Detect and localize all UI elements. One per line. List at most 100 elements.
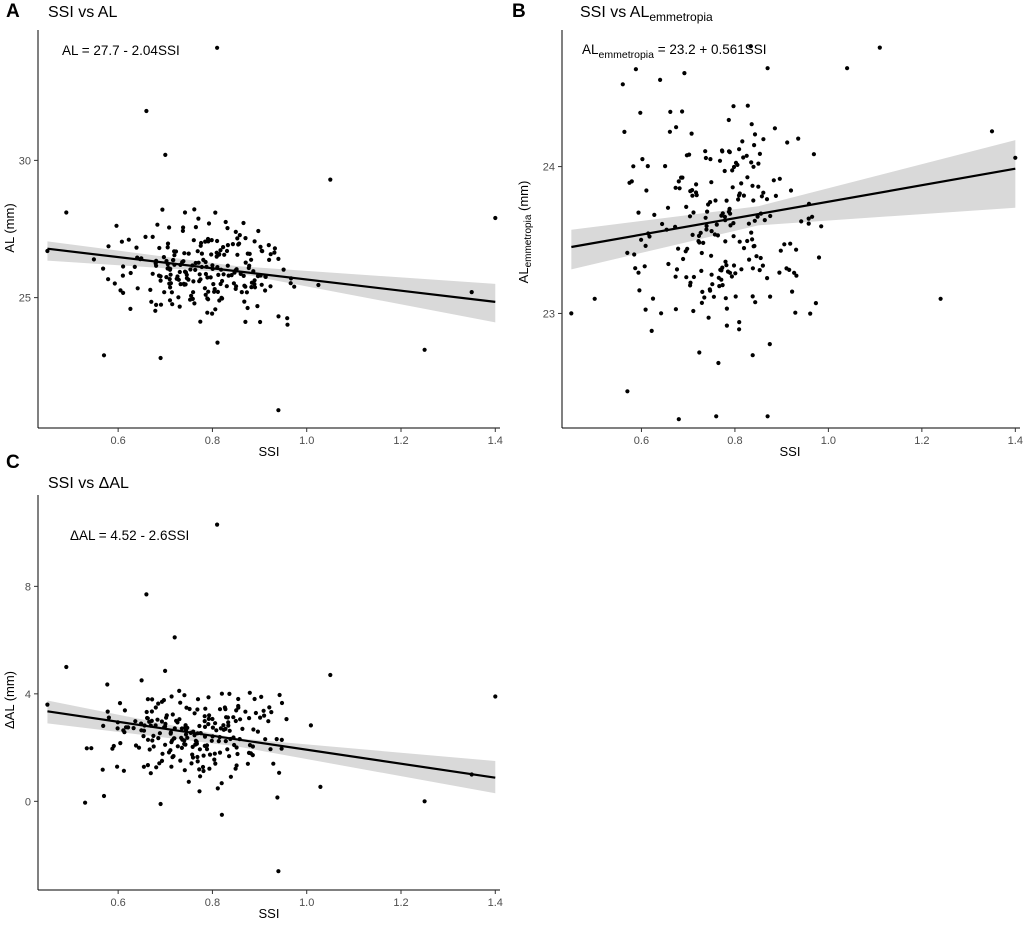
panel-a-data-point (135, 286, 140, 291)
panel-c-data-point (216, 739, 221, 744)
panel-c-data-point (161, 698, 166, 703)
panel-a-data-point (225, 226, 230, 231)
panel-c-data-point (232, 742, 237, 748)
panel-b-data-point (806, 221, 811, 226)
panel-b-data-point (716, 360, 721, 366)
panel-b-data-point (699, 268, 704, 273)
panel-c-confidence-band (47, 700, 496, 794)
panel-b-data-point (701, 240, 706, 245)
panel-b-data-point (752, 132, 758, 137)
panel-b-data-point (733, 271, 738, 276)
panel-a-data-point (243, 236, 248, 241)
panel-c-data-point (136, 745, 142, 750)
panel-c-data-point (234, 708, 239, 713)
panel-b-data-point (709, 253, 714, 258)
panel-b-data-point (643, 307, 648, 312)
panel-c-data-point (223, 726, 228, 732)
panel-b-data-point (751, 164, 756, 169)
panel-c-data-point (122, 708, 127, 713)
panel-c-data-point (150, 697, 155, 702)
panel-c-data-point (236, 696, 241, 702)
panel-a-data-point (168, 272, 173, 277)
panel-b-data-point (788, 241, 793, 246)
panel-c-x-tick-label: 0.8 (205, 897, 220, 909)
panel-b-data-point (673, 307, 679, 312)
panel-a-data-point (150, 271, 155, 276)
panel-a-data-point (285, 316, 290, 321)
panel-c-data-point (156, 736, 161, 741)
panel-b-y-axis-title-subscript: emmetropia (523, 214, 534, 267)
panel-b-data-point (768, 213, 773, 219)
panel-c-data-point (151, 744, 156, 749)
panel-c-data-point (261, 708, 266, 713)
panel-b-data-point (729, 274, 735, 279)
panel-a-data-point (154, 302, 159, 307)
panel-b-data-point (711, 294, 717, 299)
panel-b-data-point (699, 250, 704, 256)
panel-a-data-point (164, 275, 169, 280)
panel-c-data-point (328, 672, 333, 678)
panel-a-data-point (188, 297, 193, 302)
panel-a-data-point (172, 249, 177, 254)
panel-a-data-point (193, 225, 198, 230)
panel-c-data-point (214, 728, 219, 733)
panel-a-data-point (217, 298, 222, 303)
panel-a-data-point (258, 244, 263, 249)
panel-b-equation-main: AL (582, 42, 599, 57)
panel-b-equation-subscript: emmetropia (599, 49, 655, 61)
panel-a-data-point (206, 297, 211, 302)
panel-b-data-point (639, 237, 644, 242)
panel-b-data-point (625, 250, 630, 255)
panel-c-data-point (133, 719, 138, 724)
panel-a-data-point (177, 304, 182, 309)
panel-c-data-point (192, 711, 197, 716)
panel-a-data-point (167, 281, 172, 286)
panel-b-x-tick-label: 1.4 (1008, 435, 1023, 447)
panel-b-data-point (691, 308, 696, 314)
panel-c-data-point (213, 761, 218, 766)
panel-c-data-point (231, 715, 236, 720)
panel-b-data-point (808, 311, 813, 316)
panel-a-data-point (203, 271, 208, 277)
panel-a-data-point (263, 288, 268, 293)
panel-b-data-point (687, 152, 692, 157)
panel-b-data-point (712, 232, 718, 237)
panel-c-data-point (226, 723, 231, 728)
panel-b-data-point (749, 160, 754, 165)
panel-c-data-point (159, 719, 164, 724)
panel-c-data-point (64, 664, 69, 670)
panel-b-data-point (735, 162, 740, 167)
panel-c-data-point (141, 734, 146, 739)
panel-a-data-point (165, 241, 171, 246)
panel-b-data-point (649, 328, 654, 333)
panel-a-data-point (243, 319, 248, 324)
panel-c-data-point (157, 731, 162, 736)
panel-b-data-point (652, 212, 657, 217)
panel-a-data-point (128, 270, 133, 276)
panel-c-data-point (226, 720, 231, 725)
panel-a-data-point (276, 314, 281, 319)
panel-c-data-point (197, 723, 202, 729)
panel-b-data-point (746, 221, 752, 226)
panel-b-data-point (690, 232, 695, 237)
panel-a-data-point (215, 340, 220, 345)
panel-c-data-point (263, 737, 268, 742)
panel-b-data-point (638, 110, 643, 115)
panel-c-data-point (223, 739, 228, 744)
panel-b-data-point (668, 109, 673, 114)
panel-b-data-point (709, 180, 714, 185)
panel-a-data-point (225, 263, 230, 268)
panel-a-data-point (205, 310, 210, 315)
panel-c-data-point (168, 731, 173, 736)
panel-a-data-point (203, 292, 208, 297)
panel-a-y-tick-label: 25 (19, 293, 31, 305)
panel-a-data-point (114, 223, 119, 228)
panel-a-data-point (163, 152, 168, 157)
panel-c-data-point (201, 768, 206, 774)
panel-b-data-point (788, 188, 794, 193)
panel-b-data-point (752, 218, 757, 223)
panel-b-data-point (728, 211, 733, 216)
panel-c-data-point (204, 747, 210, 752)
panel-b-data-point (684, 204, 689, 209)
panel-a-data-point (202, 286, 207, 291)
